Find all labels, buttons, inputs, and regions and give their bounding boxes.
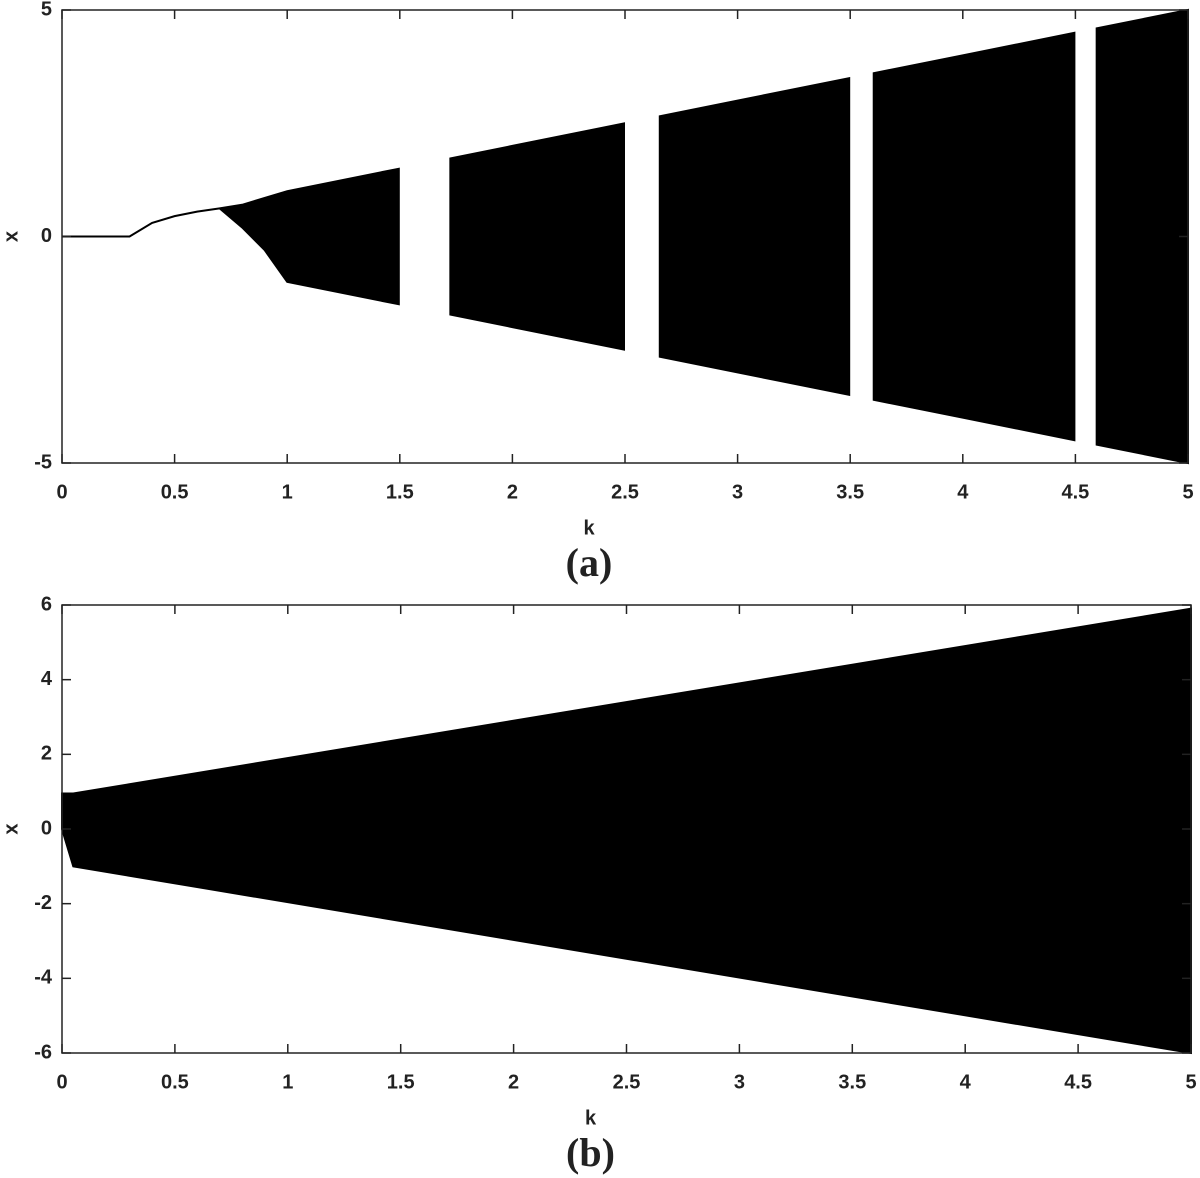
x-tick-label: 4.5: [1064, 1071, 1092, 1093]
x-tick-label: 3: [732, 481, 743, 503]
y-tick-label: 5: [41, 0, 52, 20]
caption: (a): [566, 540, 613, 585]
window: [625, 11, 659, 462]
caption: (b): [566, 1130, 615, 1175]
x-tick-label: 3.5: [838, 1071, 866, 1093]
x-tick-label: 1: [282, 1071, 293, 1093]
x-tick-label: 2: [508, 1071, 519, 1093]
window: [1075, 11, 1096, 462]
x-tick-label: 1.5: [387, 1071, 415, 1093]
y-tick-label: 0: [41, 817, 52, 839]
y-tick-label: 6: [41, 593, 52, 615]
x-tick-label: 1.5: [386, 481, 414, 503]
x-tick-label: 0.5: [161, 1071, 189, 1093]
y-tick-label: 2: [41, 743, 52, 765]
window: [850, 11, 873, 462]
x-tick-label: 5: [1182, 481, 1193, 503]
y-axis-label: x: [0, 231, 22, 242]
y-tick-label: 0: [41, 225, 52, 247]
y-tick-label: -5: [34, 451, 52, 473]
y-tick-label: -6: [34, 1041, 52, 1063]
y-axis-label: x: [0, 823, 22, 834]
x-tick-label: 2.5: [611, 481, 639, 503]
x-tick-label: 0.5: [161, 481, 189, 503]
x-tick-label: 5: [1185, 1071, 1196, 1093]
x-tick-label: 1: [282, 481, 293, 503]
x-tick-label: 2.5: [613, 1071, 641, 1093]
x-tick-label: 4: [957, 481, 969, 503]
x-axis-label: k: [585, 1107, 597, 1129]
x-tick-label: 4: [960, 1071, 972, 1093]
x-tick-label: 2: [507, 481, 518, 503]
x-tick-label: 0: [56, 481, 67, 503]
x-tick-label: 4.5: [1061, 481, 1089, 503]
y-tick-label: 4: [41, 668, 53, 690]
window: [399, 11, 450, 462]
x-axis-label: k: [583, 517, 595, 539]
y-tick-label: -2: [34, 892, 52, 914]
x-tick-label: 3: [734, 1071, 745, 1093]
band: [61, 607, 1192, 1055]
x-tick-label: 3.5: [836, 481, 864, 503]
x-tick-label: 0: [56, 1071, 67, 1093]
y-tick-label: -4: [34, 967, 53, 989]
